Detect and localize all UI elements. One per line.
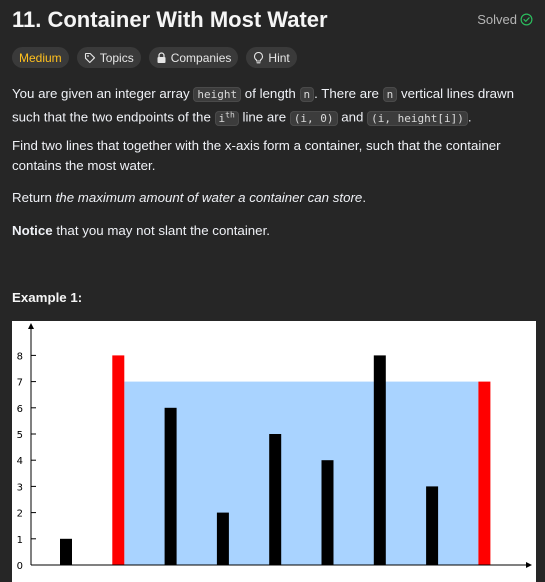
water-area: [124, 381, 479, 565]
bar-5: [321, 460, 334, 565]
y-tick-label-2: 2: [17, 509, 23, 520]
description-paragraph-2: Find two lines that together with the x-…: [12, 138, 501, 173]
code-height: height: [193, 87, 242, 102]
notice-label: Notice: [12, 223, 53, 238]
y-tick-label-5: 5: [17, 430, 23, 441]
code-i-0: (i, 0): [289, 110, 338, 126]
check-circle-icon: [520, 13, 533, 26]
text: .: [467, 109, 472, 125]
y-tick-label-7: 7: [17, 378, 23, 389]
text: that you may not slant the container.: [52, 223, 270, 238]
code-i-height: (i, height[i]): [367, 110, 468, 126]
y-tick-label-8: 8: [17, 351, 23, 362]
tag-bar: Medium Topics Companies Hint: [12, 47, 297, 68]
y-tick-label-1: 1: [17, 535, 23, 546]
code-n: n: [299, 87, 315, 102]
bar-4: [269, 434, 282, 565]
y-tick-label-6: 6: [17, 404, 23, 415]
bar-3: [216, 512, 229, 565]
description-paragraph-1: You are given an integer array height of…: [12, 84, 535, 129]
bar-0: [60, 538, 72, 565]
example-heading: Example 1:: [12, 290, 83, 305]
y-tick-label-3: 3: [17, 482, 23, 493]
solved-label: Solved: [477, 12, 517, 27]
code-i: i: [218, 111, 226, 125]
container-chart: 0 1 2 3 4 5 6 7 8: [17, 323, 532, 572]
solved-status: Solved: [477, 12, 533, 27]
topics-label: Topics: [99, 50, 134, 65]
text: Return: [12, 190, 56, 205]
text: You are given an integer array: [12, 86, 194, 101]
code-i-th: ith: [214, 110, 239, 126]
lock-icon: [157, 51, 166, 63]
description-paragraph-3: Return the maximum amount of water a con…: [12, 188, 535, 208]
difficulty-label: Medium: [19, 50, 62, 65]
y-tick-label-4: 4: [17, 456, 23, 467]
y-tick-label-0: 0: [17, 561, 23, 572]
text: .: [362, 190, 367, 205]
problem-title: 11. Container With Most Water: [12, 7, 328, 32]
difficulty-badge: Medium: [12, 47, 69, 68]
bar-8: [478, 381, 491, 565]
text: vertical lines drawn such that the two e…: [12, 86, 515, 125]
tag-icon: [84, 52, 95, 63]
text: line are: [238, 109, 290, 125]
topics-tag-button[interactable]: Topics: [76, 47, 141, 68]
bar-2: [164, 407, 177, 565]
x-axis-arrow: [526, 562, 532, 568]
bar-7: [426, 486, 439, 565]
text: and: [337, 109, 368, 125]
example-figure: 0 1 2 3 4 5 6 7 8: [12, 321, 536, 582]
lightbulb-icon: [254, 51, 264, 63]
text: . There are: [314, 86, 383, 101]
code-n: n: [382, 87, 398, 102]
companies-label: Companies: [170, 50, 232, 65]
hint-tag-button[interactable]: Hint: [246, 47, 297, 68]
bar-1: [112, 355, 125, 565]
y-axis-arrow: [28, 323, 34, 329]
bar-6: [373, 355, 386, 565]
description-paragraph-4: Notice that you may not slant the contai…: [12, 221, 535, 241]
superscript-th: th: [225, 110, 235, 119]
companies-tag-button[interactable]: Companies: [148, 47, 239, 68]
emphasis-text: the maximum amount of water a container …: [55, 190, 363, 205]
problem-header: 11. Container With Most Water Solved: [12, 7, 533, 37]
hint-label: Hint: [268, 50, 290, 65]
text: of length: [241, 86, 300, 101]
